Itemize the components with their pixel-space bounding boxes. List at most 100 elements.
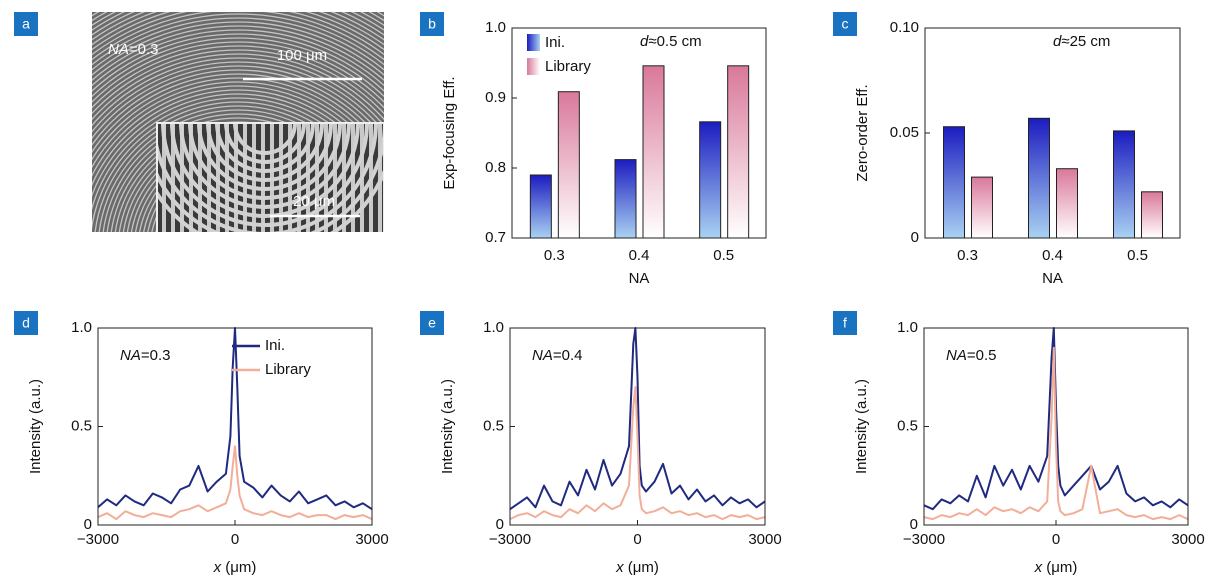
annotation-part: NA	[120, 347, 141, 364]
panel-label-box	[833, 311, 857, 335]
texture	[92, 53, 384, 121]
annotation: d≈25 cm	[1053, 33, 1110, 50]
x-tick-label: 3000	[1171, 531, 1204, 548]
x-axis-label: x (μm)	[615, 559, 659, 576]
data-line	[923, 346, 1189, 521]
texture	[94, 105, 382, 232]
x-tick-label: −3000	[77, 531, 119, 548]
texture	[92, 21, 384, 76]
bar	[1056, 168, 1078, 239]
x-axis-label: NA	[629, 270, 650, 287]
texture	[170, 123, 360, 218]
texture	[106, 117, 370, 232]
x-axis-label-part: (μm)	[624, 559, 659, 576]
annotation-part: ≈25 cm	[1061, 33, 1110, 50]
bar	[943, 126, 965, 239]
panel-label: d	[22, 315, 30, 331]
annotation-part: d	[1053, 33, 1062, 50]
x-axis-label: x (μm)	[1034, 559, 1078, 576]
legend-swatch	[527, 58, 540, 75]
y-axis-label: Exp-focusing Eff.	[441, 76, 458, 189]
annotation-part: d	[640, 33, 649, 50]
legend-swatch	[527, 34, 540, 51]
plot-frame	[511, 27, 767, 239]
texture	[92, 77, 384, 161]
annotation-part: NA	[946, 347, 967, 364]
y-axis-label: Intensity (a.u.)	[853, 379, 870, 474]
bar	[971, 176, 993, 239]
y-tick-label: 0.5	[71, 417, 92, 434]
panel-label-box	[420, 311, 444, 335]
bar	[642, 65, 665, 239]
texture	[92, 17, 384, 71]
x-tick-label: 0	[633, 531, 641, 548]
bar	[727, 65, 750, 239]
sem-image	[92, 12, 384, 266]
legend-label: Ini.	[545, 34, 565, 51]
texture	[92, 57, 384, 127]
texture	[224, 123, 306, 164]
panel-label: c	[842, 16, 849, 32]
texture	[92, 93, 384, 198]
bar	[1028, 117, 1050, 239]
texture	[197, 123, 333, 191]
y-tick-label: 0	[911, 229, 919, 246]
legend-label: Library	[265, 361, 311, 378]
y-tick-label: 0.5	[483, 417, 504, 434]
panel-label: b	[428, 16, 436, 32]
panel-label: a	[22, 16, 30, 32]
y-tick-label: 0.10	[890, 19, 919, 36]
bar	[1141, 191, 1163, 239]
plot-frame	[924, 27, 1181, 239]
y-tick-label: 0.9	[485, 89, 506, 106]
y-tick-label: 0	[496, 516, 504, 533]
annotation: d≈0.5 cm	[640, 33, 702, 50]
texture	[92, 81, 384, 169]
bar	[557, 91, 580, 239]
y-axis-label: Intensity (a.u.)	[439, 379, 456, 474]
panel-label-box	[14, 12, 38, 36]
panel-label: e	[428, 315, 436, 331]
y-tick-label: 0.05	[890, 124, 919, 141]
texture	[206, 123, 324, 182]
x-axis-label-part: (μm)	[221, 559, 256, 576]
bar	[614, 159, 637, 239]
texture	[92, 49, 384, 115]
y-axis-label: Intensity (a.u.)	[27, 379, 44, 474]
panel-label-box	[14, 311, 38, 335]
x-axis-label: NA	[1042, 270, 1063, 287]
data-line	[509, 386, 766, 521]
texture	[188, 123, 342, 200]
texture	[92, 69, 384, 146]
x-tick-label: 3000	[748, 531, 781, 548]
texture	[92, 85, 384, 177]
x-tick-label: 0.5	[1127, 247, 1148, 264]
texture	[98, 109, 378, 232]
texture	[92, 41, 384, 103]
texture	[221, 225, 255, 232]
legend-label: Library	[545, 58, 591, 75]
annotation: NA=0.3	[120, 347, 170, 364]
texture	[92, 65, 384, 140]
texture	[92, 73, 384, 153]
x-tick-label: −3000	[903, 531, 945, 548]
x-tick-label: 3000	[355, 531, 388, 548]
y-tick-label: 0.7	[485, 229, 506, 246]
texture	[92, 25, 384, 81]
bar	[529, 174, 552, 239]
bar	[699, 121, 722, 239]
annotation-part: =0.3	[129, 41, 159, 58]
annotation: NA=0.4	[532, 347, 582, 364]
x-tick-label: 0	[231, 531, 239, 548]
texture	[222, 234, 254, 266]
texture	[92, 37, 384, 98]
texture	[234, 246, 242, 254]
y-tick-label: 1.0	[485, 19, 506, 36]
data-line	[97, 445, 373, 521]
annotation-part: =0.4	[553, 347, 583, 364]
annotation-part: =0.5	[967, 347, 997, 364]
texture	[92, 97, 384, 211]
scale-bar-label: 100 μm	[277, 47, 327, 64]
